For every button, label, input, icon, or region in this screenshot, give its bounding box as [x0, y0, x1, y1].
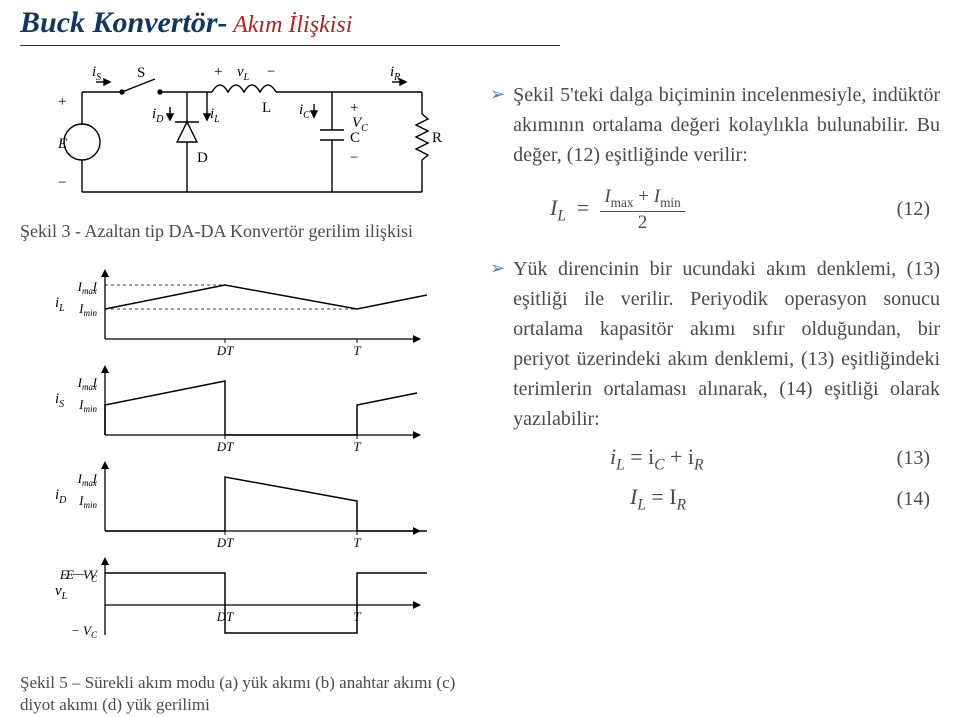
svg-text:Imin: Imin [78, 493, 97, 510]
lbl-vL: vL [237, 64, 250, 83]
content-column: ➢ Şekil 5'teki dalga biçiminin incelenme… [490, 80, 940, 535]
svg-text:DT: DT [216, 439, 234, 454]
bullet-2: ➢ Yük direncinin bir ucundaki akım denkl… [490, 254, 940, 434]
svg-text:T: T [353, 609, 361, 624]
bullet-icon: ➢ [490, 84, 505, 105]
lbl-VCminus: − [350, 150, 358, 166]
paragraph-1: Şekil 5'teki dalga biçiminin incelenmesi… [513, 80, 940, 170]
lbl-iS: iS [92, 64, 101, 83]
eqnum-14: (14) [897, 488, 930, 511]
lbl-iD: iD [152, 106, 164, 125]
lbl-iR: iR [390, 64, 400, 83]
svg-text:Imin: Imin [78, 397, 97, 414]
svg-text:iD: iD [55, 487, 67, 506]
svg-text:T: T [353, 535, 361, 550]
lbl-S: S [137, 65, 145, 81]
equation-14: IL = IR (14) [490, 484, 940, 514]
equation-12: IL = Imax + Imin 2 (12) [490, 186, 940, 234]
page-title: Buck Konvertör- Akım İlişkisi [20, 6, 620, 40]
equation-13: iL = iC + iR (13) [490, 444, 940, 474]
lbl-VCplus: + [350, 100, 358, 116]
lbl-Eplus: + [58, 94, 66, 110]
svg-text:− VC: − VC [71, 623, 98, 640]
lbl-D: D [197, 150, 208, 166]
lbl-Eminus: − [58, 175, 66, 191]
circuit-diagram: iS S + vL − iR iD iL L iC E + − D C + VC… [52, 62, 452, 217]
bullet-icon: ➢ [490, 258, 505, 279]
svg-text:DT: DT [216, 343, 234, 358]
svg-text:Imin: Imin [78, 301, 97, 318]
lbl-R: R [432, 130, 442, 146]
lbl-iC: iC [299, 102, 310, 121]
svg-text:T: T [353, 439, 361, 454]
title-underline [20, 45, 560, 46]
lbl-L: L [262, 100, 271, 116]
eqnum-12: (12) [897, 198, 930, 221]
lbl-vL-minus: − [267, 64, 275, 80]
svg-text:DT: DT [216, 535, 234, 550]
waveform-figure: IImaxIminiLDTTtIImaxIminiSDTTtIImaxImini… [47, 267, 427, 667]
lbl-C: C [350, 130, 360, 146]
svg-text:vL: vL [55, 583, 68, 602]
figure3-caption: Şekil 3 - Azaltan tip DA-DA Konvertör ge… [20, 220, 450, 243]
eqnum-13: (13) [897, 447, 930, 470]
svg-text:DT: DT [216, 609, 234, 624]
svg-text:iS: iS [55, 391, 64, 410]
lbl-E: E [57, 136, 67, 152]
svg-text:T: T [353, 343, 361, 358]
bullet-1: ➢ Şekil 5'teki dalga biçiminin incelenme… [490, 80, 940, 170]
title-sub: Akım İlişkisi [228, 12, 353, 38]
lbl-iL: iL [210, 106, 220, 125]
title-main: Buck Konvertör- [20, 6, 228, 39]
paragraph-2: Yük direncinin bir ucundaki akım denklem… [513, 254, 940, 434]
svg-text:iL: iL [55, 295, 65, 314]
figure5-caption: Şekil 5 – Sürekli akım modu (a) yük akım… [20, 672, 480, 716]
lbl-vL-plus: + [214, 64, 222, 80]
